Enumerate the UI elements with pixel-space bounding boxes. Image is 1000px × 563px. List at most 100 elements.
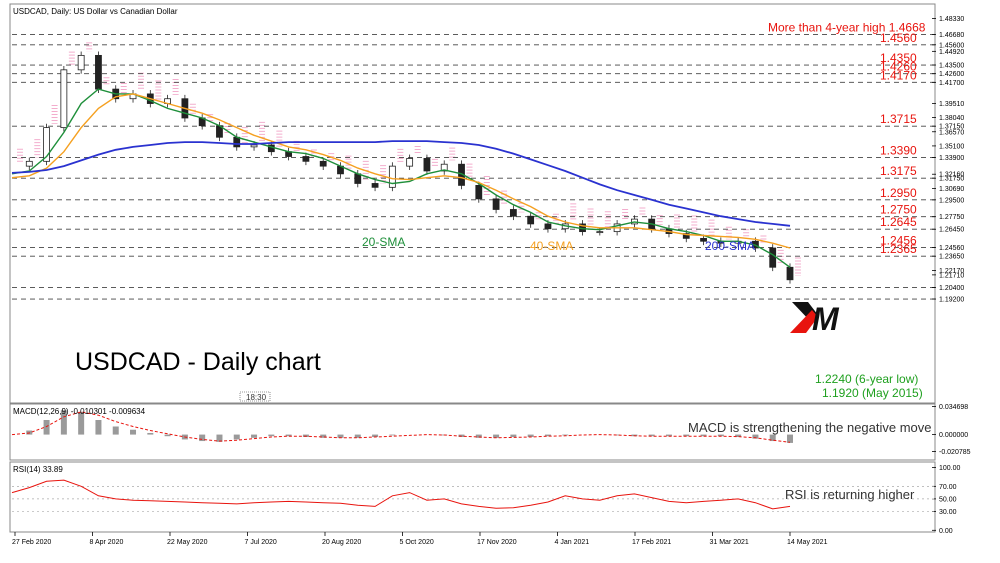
candle-body [769,247,777,268]
rsi-y-tick-label: 0.00 [939,528,953,535]
x-tick-label: 20 Aug 2020 [322,539,361,546]
candle-body [423,158,431,172]
price-y-tick-label: 1.42600 [939,71,964,78]
candle-body [406,158,414,167]
rsi-indicator: 100.00 70.00 50.00 30.00 0.00 [11,465,961,535]
price-y-tick-label: 1.37150 [939,124,964,131]
candle-body [354,173,362,184]
level-label: 1.4350 [880,51,917,65]
candle-body [786,266,794,281]
price-y-tick-label: 1.43500 [939,63,964,70]
time-box-label: 18:30 [246,393,267,402]
price-y-tick-label: 1.41700 [939,80,964,87]
candle-body [43,127,50,162]
price-y-tick-label: 1.36570 [939,129,964,136]
horizontal-levels [12,33,936,300]
rsi-y-tick-label: 30.00 [939,509,957,516]
price-candles [25,51,794,284]
level-label: 1.2645 [880,215,917,229]
x-tick-label: 17 Feb 2021 [632,539,671,546]
x-tick-label: 31 Mar 2021 [710,539,749,546]
candle-body [302,156,310,162]
candle-body [77,54,85,71]
candle-body [319,160,327,167]
candle-body [682,233,690,239]
price-panel-frame [9,3,936,404]
candle-body [95,54,102,90]
level-label: 1.2365 [880,242,917,256]
x-tick-label: 4 Jan 2021 [555,539,590,546]
sma20-label: 20-SMA [362,235,405,249]
x-tick-label: 17 Nov 2020 [477,539,517,546]
price-y-tick-label: 1.20400 [939,285,964,292]
macd-y-tick-label: -0.020785 [939,449,971,456]
candle-body [388,165,396,188]
price-y-tick-label: 1.48330 [939,16,964,23]
x-tick-label: 5 Oct 2020 [400,539,434,546]
x-axis: 27 Feb 2020 8 Apr 2020 22 May 2020 7 Jul 20… [12,532,828,546]
candle-body [700,237,707,242]
level-label: 1.3175 [880,164,917,178]
price-y-tick-label: 1.22170 [939,268,964,275]
sma200-label: 200-SMA [705,239,755,253]
level-label: 1.2750 [880,203,917,217]
price-y-tick-label: 1.26450 [939,227,964,234]
macd-panel-frame [9,403,936,461]
macd-y-tick-label: 0.034698 [939,404,968,411]
price-y-tick-label: 1.31750 [939,176,964,183]
macd-signal-line [11,411,791,443]
price-y-tick-label: 1.23650 [939,254,964,261]
level-label: 1.4170 [880,68,917,82]
level-label: More than 4-year high 1.4668 [768,20,926,34]
level-label: 1.3715 [880,112,917,126]
chart-title: USDCAD - Daily chart [75,348,321,376]
x-tick-label: 22 May 2020 [167,539,208,546]
level-label: 1.2950 [880,186,917,200]
sma40-label: 40-SMA [530,239,573,253]
macd-annotation: MACD is strengthening the negative move [688,420,932,435]
x-tick-label: 7 Jul 2020 [245,539,277,546]
level-label: 1.4260 [880,60,917,74]
macd-panel-header: MACD(12,26,9) -0.010301 -0.009634 [13,407,146,416]
series-40-sma-line [11,93,791,249]
candle-body [544,223,552,230]
price-y-tick-label: 1.44920 [939,49,964,56]
price-y-tick-label: 1.24560 [939,245,964,252]
candle-body [250,144,258,148]
xm-logo-text: M [812,301,840,337]
candle-body [60,69,68,129]
price-y-tick-label: 1.46680 [939,32,964,39]
candle-body [475,185,483,200]
level-label: 1.3390 [880,143,917,157]
price-y-tick-label: 1.33900 [939,155,964,162]
rsi-y-tick-label: 100.00 [939,465,961,472]
candle-body [492,198,500,210]
time-box [239,391,271,402]
x-tick-label: 27 Feb 2020 [12,539,51,546]
candle-body [371,183,379,188]
rsi-line [11,479,791,510]
rsi-y-tick-label: 50.00 [939,496,957,503]
series-20-sma-line [11,88,791,268]
candle-body [509,209,517,217]
price-y-tick-label: 1.29500 [939,197,964,204]
price-y-tick-label: 1.35100 [939,143,964,150]
level-label: 1.1920 (May 2015) [822,386,923,400]
price-series-lines [11,88,791,268]
xm-logo: M [790,301,840,337]
series-200-sma-line [11,140,791,227]
candle-body [527,215,535,225]
candle-body [25,160,33,167]
candle-body [596,231,604,234]
price-y-tick-label: 1.21710 [939,272,964,279]
macd-indicator: 0.034698 0.000000 -0.020785 [11,404,971,456]
level-label: 1.4560 [880,31,917,45]
level-label: 1.2240 (6-year low) [815,372,918,386]
price-y-tick-label: 1.30690 [939,186,964,193]
level-label: 1.2456 [880,233,917,247]
price-y-tick-label: 1.38040 [939,115,964,122]
rsi-panel-header: RSI(14) 33.89 [13,465,63,474]
macd-y-tick-label: 0.000000 [939,432,968,439]
